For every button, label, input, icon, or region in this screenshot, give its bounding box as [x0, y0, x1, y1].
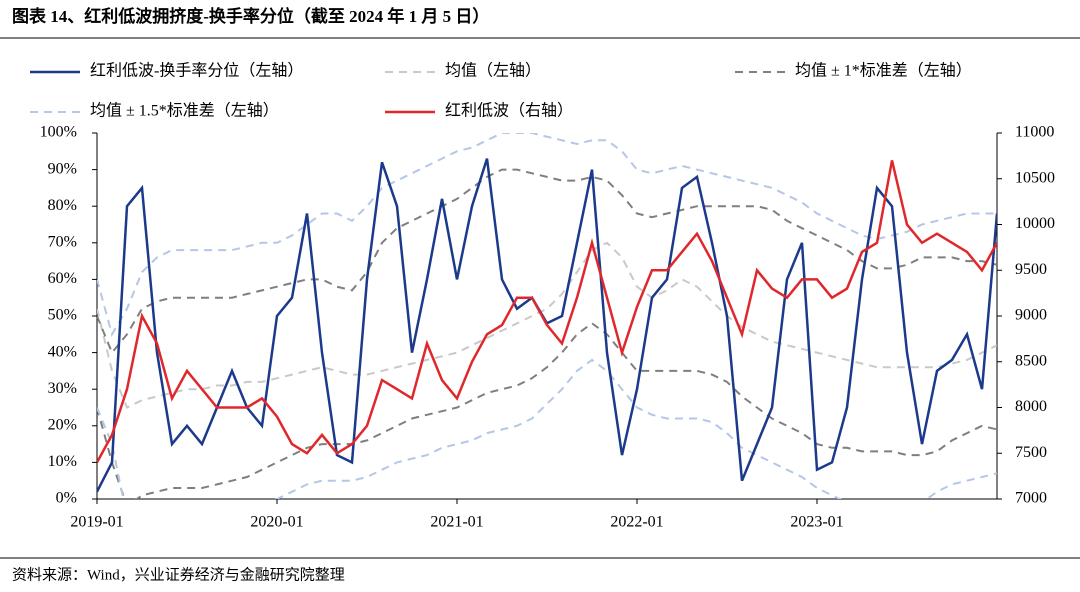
y2-tick-label: 9000: [1015, 307, 1047, 324]
series-line: [97, 133, 997, 337]
legend-label: 均值 ± 1.5*标准差（左轴）: [90, 102, 279, 120]
y-tick-label: 20%: [48, 416, 77, 433]
y-tick-label: 0%: [56, 490, 77, 507]
y-tick-label: 10%: [48, 453, 77, 470]
y-tick-label: 50%: [48, 307, 77, 324]
y2-tick-label: 10500: [1015, 169, 1055, 186]
y-tick-label: 40%: [48, 343, 77, 360]
series-line: [97, 322, 997, 499]
y-tick-label: 80%: [48, 197, 77, 214]
series-line: [97, 241, 997, 409]
legend-label: 红利低波（右轴）: [445, 102, 573, 120]
y-tick-label: 60%: [48, 270, 77, 287]
y2-tick-label: 7500: [1015, 444, 1047, 461]
chart-title: 图表 14、红利低波拥挤度-换手率分位（截至 2024 年 1 月 5 日）: [12, 6, 489, 26]
y2-tick-label: 8000: [1015, 398, 1047, 415]
y2-tick-label: 11000: [1015, 124, 1054, 141]
x-tick-label: 2019-01: [70, 514, 123, 531]
x-tick-label: 2022-01: [610, 514, 663, 531]
series-line: [97, 160, 997, 463]
x-tick-label: 2020-01: [250, 514, 303, 531]
legend-label: 均值 ± 1*标准差（左轴）: [795, 62, 972, 80]
y-tick-label: 30%: [48, 380, 77, 397]
x-tick-label: 2023-01: [790, 514, 843, 531]
y2-tick-label: 7000: [1015, 490, 1047, 507]
y2-tick-label: 8500: [1015, 352, 1047, 369]
y2-tick-label: 10000: [1015, 215, 1055, 232]
source: 资料来源：Wind，兴业证券经济与金融研究院整理: [12, 565, 345, 583]
y-tick-label: 70%: [48, 233, 77, 250]
y-tick-label: 90%: [48, 160, 77, 177]
y-tick-label: 100%: [40, 124, 77, 141]
x-tick-label: 2021-01: [430, 514, 483, 531]
series-line: [97, 168, 997, 355]
legend-label: 均值（左轴）: [445, 62, 541, 80]
legend-label: 红利低波-换手率分位（左轴）: [90, 62, 303, 80]
y2-tick-label: 9500: [1015, 261, 1047, 278]
